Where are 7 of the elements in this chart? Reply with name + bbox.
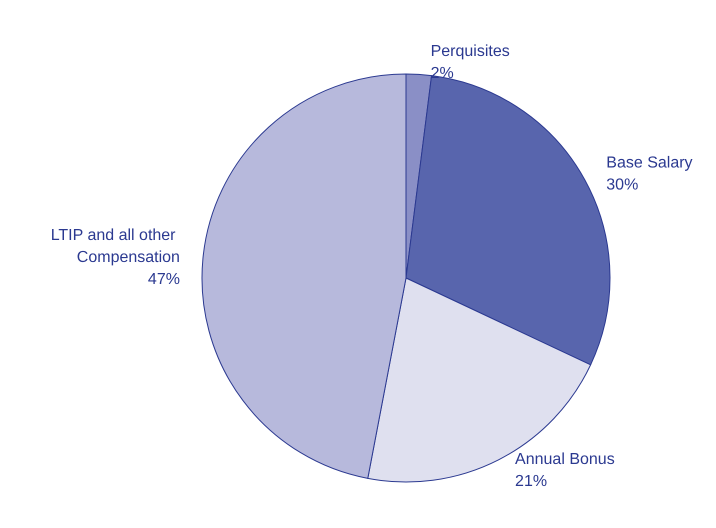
- slice-label: Perquisites: [430, 42, 510, 60]
- slice-label: LTIP and all other Compensation: [50, 227, 180, 266]
- data-label: 47%: [148, 271, 180, 288]
- slice-label: Base Salary: [606, 154, 693, 172]
- data-label: 21%: [515, 472, 548, 490]
- data-label: 30%: [606, 176, 638, 194]
- slice-label: Annual Bonus: [515, 450, 615, 468]
